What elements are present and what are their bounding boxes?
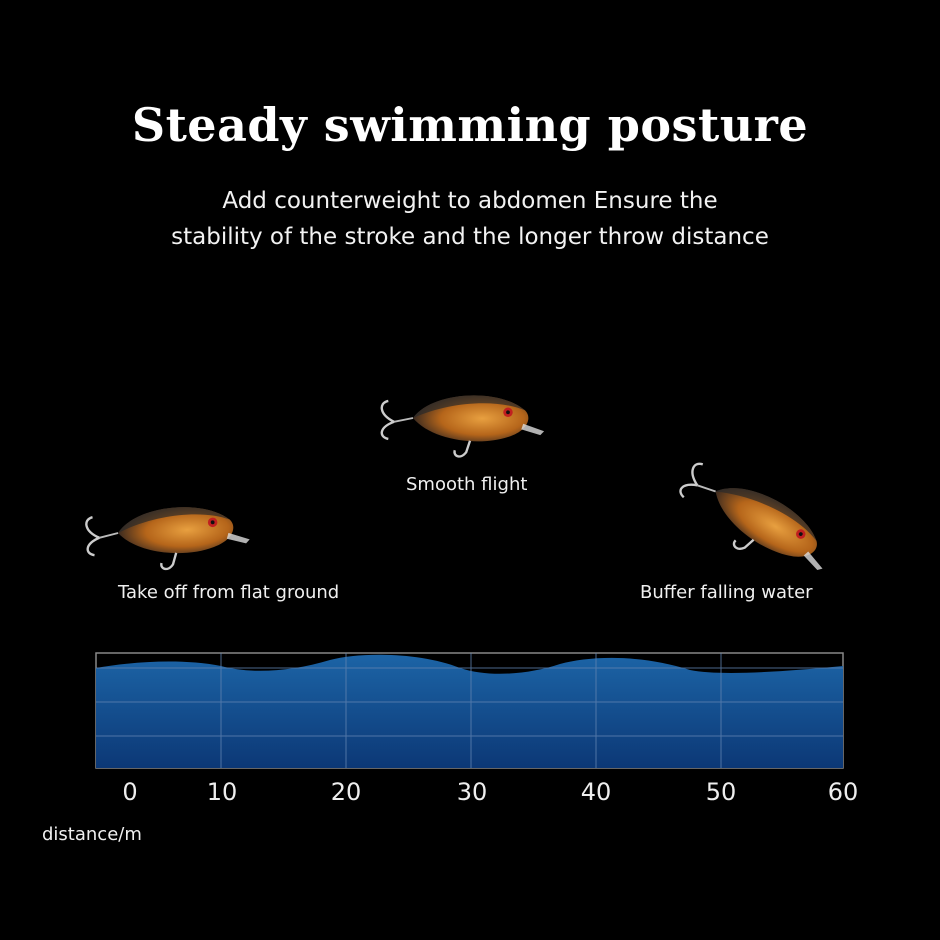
headline: Steady swimming posture — [131, 98, 809, 152]
stage-label-takeoff: Take off from flat ground — [118, 582, 340, 603]
water-chart — [95, 652, 844, 769]
lure-takeoff — [84, 502, 253, 575]
subtitle-line-1: Add counterweight to abdomen Ensure the — [222, 188, 718, 214]
tick-40: 40 — [580, 778, 612, 806]
tick-20: 20 — [330, 778, 362, 806]
lure-landing — [668, 455, 842, 592]
tick-10: 10 — [206, 778, 238, 806]
lure-flight — [380, 394, 546, 458]
stage-label-landing: Buffer falling water — [640, 582, 813, 603]
water-surface — [96, 654, 843, 768]
subtitle-line-2: stability of the stroke and the longer t… — [171, 224, 769, 250]
grid-lines — [96, 653, 843, 768]
axis-label: distance/m — [42, 824, 142, 845]
tick-30: 30 — [456, 778, 488, 806]
tick-60: 60 — [827, 778, 859, 806]
stage-label-flight: Smooth flight — [406, 474, 528, 495]
tick-0: 0 — [122, 778, 138, 806]
tick-50: 50 — [705, 778, 737, 806]
